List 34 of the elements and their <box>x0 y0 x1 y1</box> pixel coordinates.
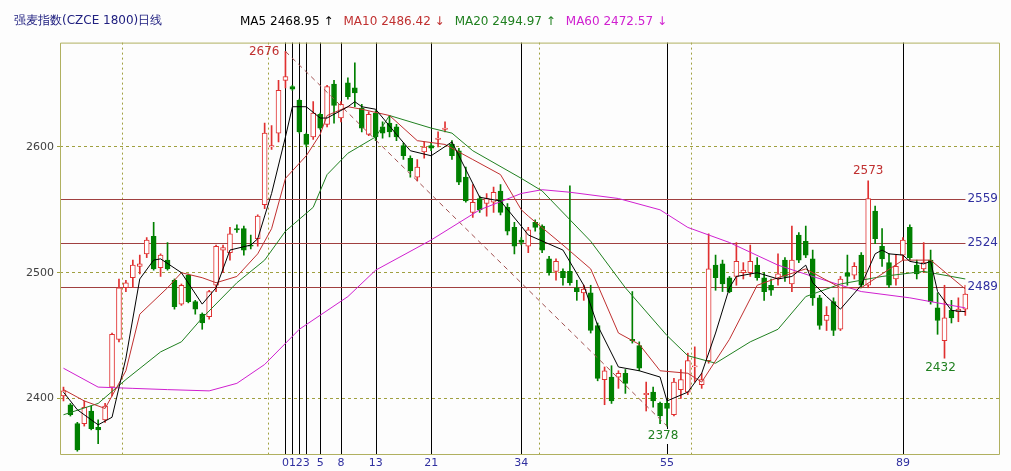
x-tick-label: 34 <box>514 456 529 470</box>
y-tick-label: 2500 <box>26 265 54 279</box>
annotation: 2573 <box>852 163 884 178</box>
x-tick-label: 3 <box>302 456 310 470</box>
ref-line-label: 2489 <box>967 278 998 293</box>
annotation: 2378 <box>647 428 679 443</box>
x-tick-label: 2 <box>295 456 303 470</box>
x-tick-label: 21 <box>424 456 439 470</box>
ref-line-label: 2559 <box>967 190 998 205</box>
candlestick <box>435 131 441 148</box>
y-tick-label: 2400 <box>26 391 54 405</box>
candlestick <box>740 262 747 280</box>
candlestick <box>567 185 573 286</box>
candlestick <box>574 279 580 301</box>
x-tick-label: 8 <box>337 456 345 470</box>
x-tick-label: 0 <box>281 456 289 470</box>
candlestick <box>691 346 698 383</box>
chart-title: 强麦指数(CZCE 1800)日线 <box>14 12 163 29</box>
x-tick-label: 1 <box>288 456 296 470</box>
text: MA20 2494.97 ↑ <box>454 14 556 28</box>
x-tick-label: 13 <box>368 456 383 470</box>
text: MA10 2486.42 ↓ <box>343 14 445 28</box>
candlestick <box>220 244 226 274</box>
x-tick-label: 55 <box>660 456 675 470</box>
text: MA5 2468.95 ↑ <box>240 14 334 28</box>
candlestick <box>136 254 143 275</box>
x-tick-label: 5 <box>316 456 324 470</box>
annotation: 2676 <box>248 43 280 58</box>
text: MA60 2472.57 ↓ <box>565 14 667 28</box>
x-tick-label: 89 <box>895 456 910 470</box>
y-tick-label: 2600 <box>26 139 54 153</box>
candlestick <box>95 419 101 445</box>
ref-line-label: 2524 <box>967 234 998 249</box>
annotation: 2432 <box>925 360 956 375</box>
